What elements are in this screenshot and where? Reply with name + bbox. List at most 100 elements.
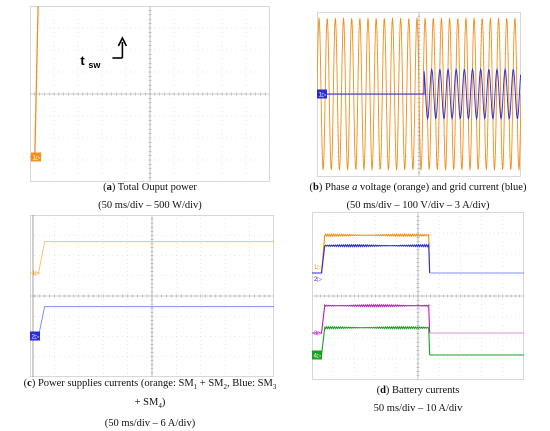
grid-dot xyxy=(69,336,70,337)
grid-dot xyxy=(127,340,128,341)
grid-dot xyxy=(480,28,481,29)
grid-dot xyxy=(225,239,226,240)
grid-dot xyxy=(225,332,226,333)
grid-dot xyxy=(176,316,177,317)
marker-d-ch3: 3▷ xyxy=(314,331,322,337)
grid-dot xyxy=(126,124,127,125)
grid-dot xyxy=(59,255,60,256)
grid-dot xyxy=(217,72,218,73)
grid-dot xyxy=(222,142,223,143)
grid-dot xyxy=(378,160,379,161)
grid-dot xyxy=(481,224,482,225)
grid-dot xyxy=(371,233,372,234)
grid-dot xyxy=(92,50,93,51)
grid-dot xyxy=(502,279,503,280)
grid-dot xyxy=(198,19,199,20)
grid-dot xyxy=(375,329,376,330)
grid-dot xyxy=(225,348,226,349)
series-d-blue xyxy=(312,245,430,273)
grid-dot xyxy=(502,220,503,221)
grid-dot xyxy=(102,107,103,108)
grid-dot xyxy=(333,53,334,54)
grid-dot xyxy=(122,336,123,337)
grid-dot xyxy=(82,160,83,161)
grid-dot xyxy=(337,140,338,141)
grid-dot xyxy=(231,28,232,29)
grid-dot xyxy=(78,247,79,248)
grid-dot xyxy=(205,356,206,357)
grid-dot xyxy=(97,160,98,161)
grid-dot xyxy=(198,111,199,112)
grid-dot xyxy=(396,300,397,301)
grid-dot xyxy=(502,275,503,276)
grid-dot xyxy=(54,155,55,156)
grid-dot xyxy=(375,233,376,234)
grid-dot xyxy=(54,219,55,220)
grid-dot xyxy=(78,23,79,24)
grid-dot xyxy=(398,16,399,17)
grid-dot xyxy=(439,333,440,334)
grid-dot xyxy=(236,116,237,117)
grid-dot xyxy=(159,116,160,117)
grid-dot xyxy=(480,36,481,37)
grid-dot xyxy=(200,308,201,309)
grid-dot xyxy=(35,235,36,236)
grid-dot xyxy=(255,28,256,29)
grid-dot xyxy=(350,317,351,318)
grid-dot xyxy=(103,231,104,232)
grid-dot xyxy=(78,259,79,260)
grid-dot xyxy=(460,342,461,343)
grid-dot xyxy=(354,317,355,318)
grid-dot xyxy=(246,10,247,11)
grid-dot xyxy=(320,275,321,276)
grid-dot xyxy=(431,135,432,136)
grid-dot xyxy=(515,275,516,276)
grid-dot xyxy=(54,164,55,165)
grid-dot xyxy=(396,216,397,217)
grid-dot xyxy=(396,287,397,288)
grid-dot xyxy=(396,266,397,267)
grid-dot xyxy=(396,321,397,322)
grid-dot xyxy=(363,275,364,276)
grid-dot xyxy=(460,245,461,246)
grid-dot xyxy=(481,279,482,280)
grid-dot xyxy=(477,275,478,276)
grid-dot xyxy=(174,23,175,24)
grid-dot xyxy=(122,255,123,256)
grid-dot xyxy=(455,53,456,54)
grid-dot xyxy=(459,32,460,33)
grid-dot xyxy=(225,365,226,366)
grid-dot xyxy=(460,279,461,280)
grid-dot xyxy=(354,283,355,284)
grid-dot xyxy=(225,292,226,293)
grid-dot xyxy=(350,359,351,360)
grid-dot xyxy=(127,324,128,325)
grid-dot xyxy=(97,72,98,73)
grid-dot xyxy=(464,359,465,360)
grid-dot xyxy=(54,344,55,345)
caption-b-title: (b) Phase a voltage (orange) and grid cu… xyxy=(286,180,550,195)
grid-dot xyxy=(202,50,203,51)
grid-dot xyxy=(193,116,194,117)
grid-dot xyxy=(500,173,501,174)
grid-dot xyxy=(254,336,255,337)
grid-dot xyxy=(378,140,379,141)
grid-dot xyxy=(140,72,141,73)
grid-dot xyxy=(350,275,351,276)
grid-dot xyxy=(102,72,103,73)
grid-dot xyxy=(358,317,359,318)
grid-dot xyxy=(423,32,424,33)
grid-dot xyxy=(500,49,501,50)
grid-dot xyxy=(249,247,250,248)
grid-dot xyxy=(354,300,355,301)
grid-dot xyxy=(324,338,325,339)
grid-dot xyxy=(35,316,36,317)
grid-dot xyxy=(431,156,432,157)
grid-dot xyxy=(480,152,481,153)
grid-dot xyxy=(492,135,493,136)
grid-dot xyxy=(210,255,211,256)
grid-dot xyxy=(102,54,103,55)
grid-dot xyxy=(246,28,247,29)
grid-dot xyxy=(485,254,486,255)
grid-dot xyxy=(341,233,342,234)
